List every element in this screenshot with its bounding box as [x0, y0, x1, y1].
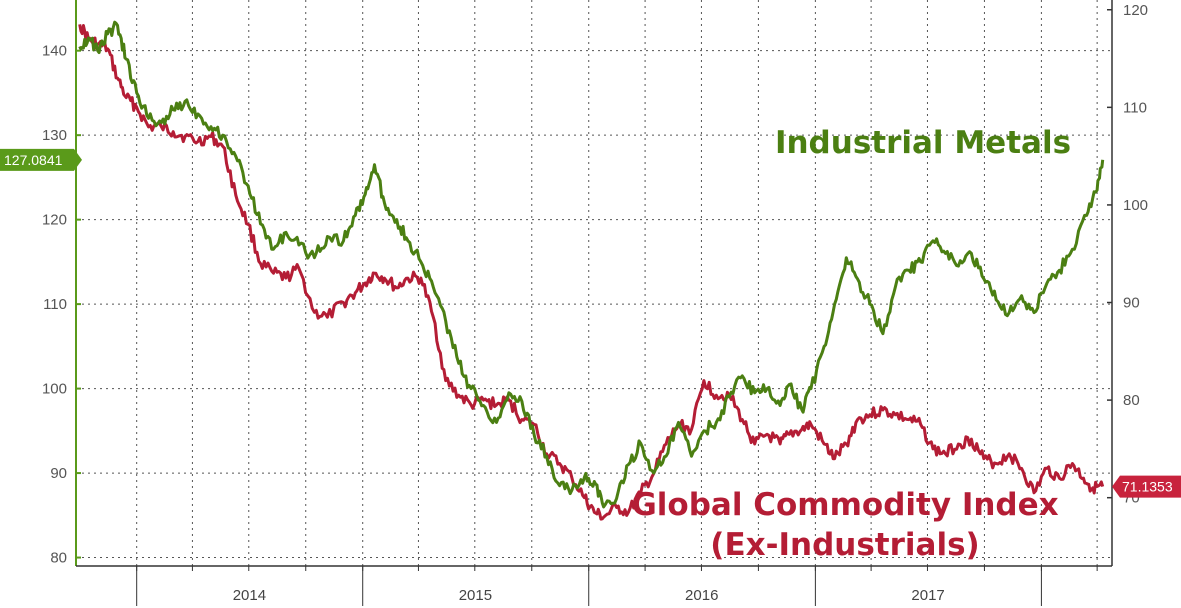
left-tick-label: 130: [42, 127, 67, 144]
left-tick-label: 100: [42, 381, 67, 398]
series-line-global-commodity: [78, 24, 1105, 521]
right-tick-label: 110: [1123, 99, 1147, 116]
left-tick-label: 90: [50, 465, 67, 482]
series-layer: [78, 20, 1105, 521]
last-value-industrial: 127.0841: [4, 152, 63, 168]
year-label: 2014: [233, 587, 266, 604]
last-value-tag-industrial: 127.0841: [0, 148, 82, 171]
left-tick-label: 120: [42, 212, 67, 229]
year-label: 2015: [459, 587, 492, 604]
last-value-tag-industrial-shape: [0, 148, 82, 171]
right-tick-label: 90: [1123, 295, 1140, 312]
left-tick-label: 110: [43, 296, 67, 313]
last-value-tag-commodity-shape: [1112, 475, 1181, 498]
left-axis-ticks: 80 90 100 110 120 130 140: [42, 43, 81, 567]
x-axis-year-labels: 2014 2015 2016 2017: [136, 566, 1098, 606]
grid-layer: [76, 0, 1112, 566]
left-tick-label: 140: [42, 43, 67, 60]
left-tick-label: 80: [50, 550, 67, 567]
right-tick-label: 120: [1123, 2, 1148, 19]
year-label: 2016: [685, 587, 718, 604]
series-label-global-commodity: Global Commodity Index: [631, 487, 1058, 523]
series-line-industrial-metals: [78, 20, 1105, 509]
right-tick-label: 100: [1123, 197, 1148, 214]
right-tick-label: 80: [1123, 392, 1140, 409]
series-label-global-commodity-line2: (Ex-Industrials): [710, 527, 979, 563]
last-value-tag-commodity: 71.1353: [1112, 475, 1181, 498]
last-value-commodity: 71.1353: [1122, 479, 1173, 495]
year-label: 2017: [911, 587, 944, 604]
series-label-industrial-metals: Industrial Metals: [775, 125, 1071, 161]
